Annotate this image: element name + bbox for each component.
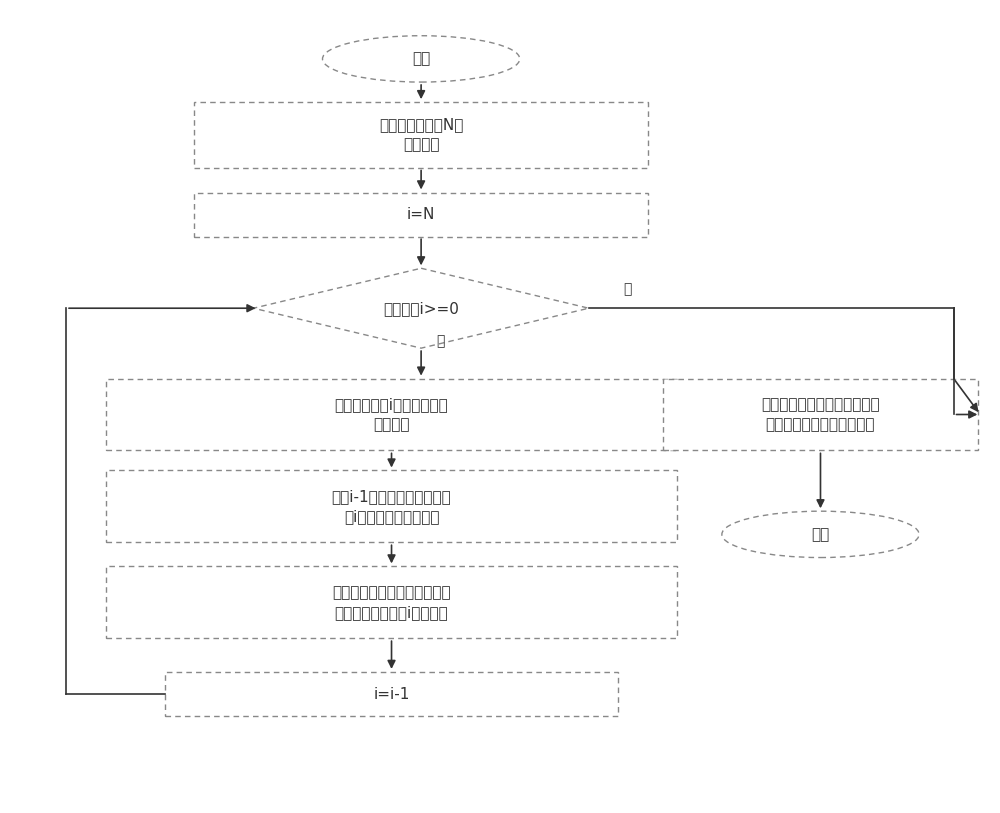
Text: 根据i-1层级的视差图，计算
第i层级的视差搜索范围: 根据i-1层级的视差图，计算 第i层级的视差搜索范围 [332, 489, 451, 524]
Text: 是: 是 [436, 334, 444, 348]
Text: 开始: 开始 [412, 51, 430, 67]
FancyBboxPatch shape [106, 471, 677, 542]
Polygon shape [253, 268, 589, 348]
Text: 根据视差范围，利用混合式窗
口选择策略计算第i层整视差: 根据视差范围，利用混合式窗 口选择策略计算第i层整视差 [332, 585, 451, 620]
FancyBboxPatch shape [106, 379, 677, 450]
Text: i=i-1: i=i-1 [373, 687, 410, 702]
Text: 为立体像对构建N层
尺度空间: 为立体像对构建N层 尺度空间 [379, 117, 463, 152]
Text: i=N: i=N [407, 207, 435, 222]
FancyBboxPatch shape [194, 193, 648, 237]
FancyBboxPatch shape [106, 567, 677, 638]
FancyBboxPatch shape [194, 102, 648, 167]
Text: 结束: 结束 [811, 527, 830, 541]
FancyBboxPatch shape [165, 672, 618, 716]
Ellipse shape [322, 36, 520, 82]
Text: 当前层级i>=0: 当前层级i>=0 [383, 301, 459, 315]
Text: 否: 否 [623, 282, 632, 296]
Text: 计算当前层级i中每点的匹配
窗口大小: 计算当前层级i中每点的匹配 窗口大小 [335, 397, 448, 432]
FancyBboxPatch shape [663, 379, 978, 450]
Ellipse shape [722, 511, 919, 558]
Text: 利用基于二分搜索的亚像素级
匹配方法计算亚像素级视差: 利用基于二分搜索的亚像素级 匹配方法计算亚像素级视差 [761, 397, 880, 432]
